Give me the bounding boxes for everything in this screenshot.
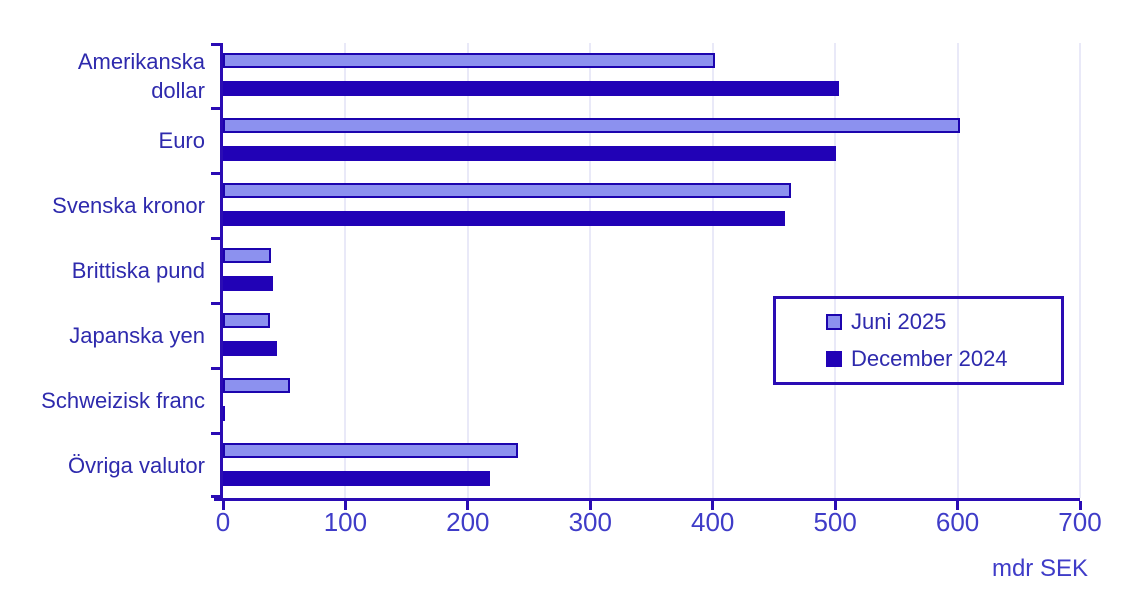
bar-juni-2025-svenska-kronor [223, 183, 792, 198]
y-axis-tick-3 [211, 236, 220, 240]
y-axis-tick-6 [211, 431, 220, 435]
bar-juni-2025-schweizisk-franc [223, 378, 291, 393]
plot-area [211, 43, 1082, 510]
x-axis-tick-600 [956, 501, 960, 510]
y-axis-tick-7 [211, 495, 220, 498]
x-axis-tick-400 [711, 501, 715, 510]
x-tick-label-100: 100 [323, 507, 368, 537]
x-tick-label-200: 200 [446, 507, 490, 537]
legend-swatch-juni-2025 [826, 314, 842, 331]
y-axis-tick-1 [211, 106, 220, 110]
x-axis-unit-label: mdr SEK [991, 555, 1088, 582]
bar-december-2024-amerikanska-dollar [223, 81, 839, 96]
legend-item-juni-2025: Juni 2025 [826, 309, 1061, 335]
gridline-200 [466, 43, 469, 498]
bar-juni-2025-japanska-yen [223, 313, 270, 328]
bar-december-2024-svenska-kronor [223, 211, 785, 226]
gridline-100 [344, 43, 347, 498]
legend-item-december-2024: December 2024 [826, 346, 1061, 372]
gridline-500 [834, 43, 837, 498]
x-tick-label-600: 600 [935, 507, 980, 537]
x-tick-label-400: 400 [691, 507, 735, 537]
x-axis-tick-500 [833, 501, 837, 510]
bar-juni-2025-amerikanska-dollar [223, 53, 716, 68]
legend-label-juni-2025: Juni 2025 [851, 309, 947, 335]
y-axis-tick-5 [211, 366, 220, 370]
category-label-brittiska-pund: Brittiska pund [71, 258, 205, 283]
legend-swatch-december-2024 [826, 350, 842, 367]
legend: Juni 2025 December 2024 [773, 296, 1064, 385]
y-axis-tick-0 [211, 43, 220, 46]
category-label-amerikanska-dollar: Amerikanska dollar [77, 48, 205, 103]
x-axis-tick-100 [343, 501, 347, 510]
category-label-svenska-kronor: Svenska kronor [52, 193, 205, 218]
bar-december-2024-brittiska-pund [223, 276, 274, 291]
x-axis-tick-700 [1078, 501, 1082, 510]
gridline-700 [1079, 43, 1081, 498]
category-label-euro: Euro [158, 128, 205, 153]
bar-december-2024-japanska-yen [223, 341, 277, 356]
bar-december-2024-ovriga-valutor [223, 471, 490, 486]
x-axis-tick-300 [588, 501, 592, 510]
y-axis-tick-4 [211, 301, 220, 305]
legend-label-december-2024: December 2024 [851, 345, 1008, 371]
x-axis-tick-200 [466, 501, 470, 510]
x-tick-label-300: 300 [568, 507, 612, 537]
gridline-600 [956, 43, 959, 498]
bar-juni-2025-euro [223, 118, 961, 133]
bar-december-2024-euro [223, 146, 837, 161]
y-axis-tick-2 [211, 171, 220, 175]
x-axis-left-extension [214, 498, 221, 501]
category-label-schweizisk-franc: Schweizisk franc [41, 388, 205, 413]
x-tick-label-500: 500 [813, 507, 857, 537]
gridline-400 [711, 43, 714, 498]
x-axis-tick-0 [221, 501, 225, 510]
x-tick-label-0: 0 [215, 507, 231, 537]
x-tick-label-700: 700 [1058, 507, 1102, 537]
category-axis-labels: Amerikanska dollar Euro Svenska kronor Brit… [20, 43, 205, 498]
bar-juni-2025-ovriga-valutor [223, 443, 519, 458]
bar-juni-2025-brittiska-pund [223, 248, 271, 263]
category-label-japanska-yen: Japanska yen [69, 323, 205, 348]
category-label-ovriga-valutor: Övriga valutor [68, 453, 205, 478]
gridline-300 [589, 43, 592, 498]
bar-december-2024-schweizisk-franc [223, 406, 226, 421]
